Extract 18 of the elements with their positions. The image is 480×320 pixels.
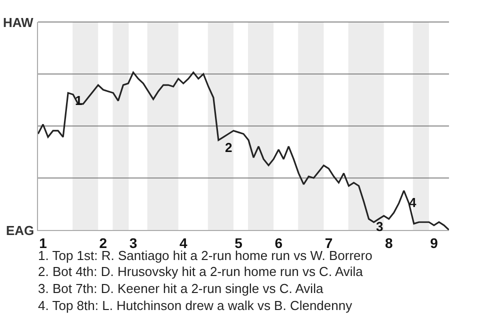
- annotation: 2: [225, 140, 232, 155]
- x-tick-label: 6: [274, 234, 283, 251]
- x-tick-label: 7: [324, 234, 333, 251]
- x-tick-label: 9: [430, 234, 438, 251]
- text: HAW: [3, 15, 34, 30]
- x-tick-label: 2: [99, 234, 108, 251]
- x-tick-label: 4: [179, 234, 188, 251]
- x-tick-label: 3: [129, 234, 138, 251]
- x-tick-label: 8: [384, 234, 393, 251]
- annotation: 3: [376, 219, 384, 234]
- text: 4. Top 8th: L. Hutchinson drew a walk vs B. Clendenny: [38, 298, 353, 313]
- annotation: 4: [409, 195, 417, 210]
- text: 3. Bot 7th: D. Keener hit a 2-run single vs C. Avila: [38, 281, 324, 296]
- text: 2. Bot 4th: D. Hrusovsky hit a 2-run home run vs C. Avila: [38, 264, 364, 279]
- x-tick-label: 1: [39, 234, 48, 251]
- text: 1. Top 1st: R. Santiago hit a 2-run home run vs W. Borrero: [38, 248, 372, 263]
- text: EAG: [6, 223, 34, 238]
- x-tick-label: 5: [234, 234, 243, 251]
